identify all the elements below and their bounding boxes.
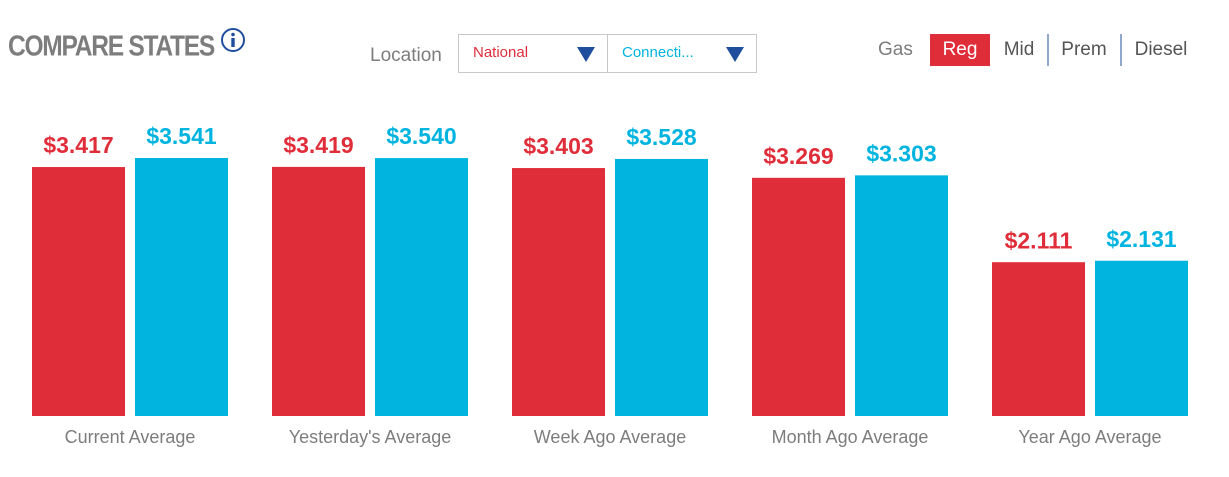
- dropdown-text: Connecti...: [622, 44, 694, 61]
- value-label: $3.417: [43, 132, 113, 158]
- page-title: COMPARE STATES: [8, 31, 215, 63]
- value-label: $3.541: [146, 123, 217, 149]
- category-label: Yesterday's Average: [289, 427, 452, 447]
- fuel-option[interactable]: Diesel: [1135, 39, 1188, 60]
- fuel-label: Gas: [878, 39, 913, 60]
- bar: [135, 158, 228, 416]
- value-label: $3.528: [626, 124, 697, 150]
- bar: [855, 175, 948, 416]
- info-icon[interactable]: [221, 28, 245, 52]
- value-label: $3.419: [283, 132, 353, 158]
- value-label: $3.269: [763, 143, 833, 169]
- dropdown-state[interactable]: Connecti...: [622, 44, 744, 62]
- bar: [272, 166, 365, 416]
- category-label: Week Ago Average: [534, 427, 686, 447]
- bar: [615, 158, 708, 416]
- value-label: $2.131: [1106, 226, 1177, 252]
- bar: [32, 167, 125, 416]
- fuel-selected-bg: [930, 34, 990, 66]
- value-label: $3.303: [866, 140, 936, 166]
- value-label: $2.111: [1005, 227, 1073, 253]
- fuel-option[interactable]: Mid: [1004, 39, 1035, 60]
- category-label: Month Ago Average: [772, 427, 929, 447]
- category-label: Current Average: [65, 427, 196, 447]
- dropdown-national[interactable]: National: [473, 44, 595, 62]
- dropdown-text: National: [473, 44, 528, 61]
- location-label: Location: [370, 45, 442, 66]
- fuel-option[interactable]: Reg: [943, 39, 978, 60]
- value-label: $3.403: [523, 133, 593, 159]
- category-label: Year Ago Average: [1018, 427, 1161, 447]
- bar: [752, 177, 845, 416]
- bar: [512, 168, 605, 416]
- fuel-option[interactable]: Prem: [1061, 39, 1106, 60]
- bar: [992, 262, 1085, 416]
- bar: [1095, 260, 1188, 416]
- value-label: $3.540: [386, 123, 456, 149]
- bar: [375, 158, 468, 416]
